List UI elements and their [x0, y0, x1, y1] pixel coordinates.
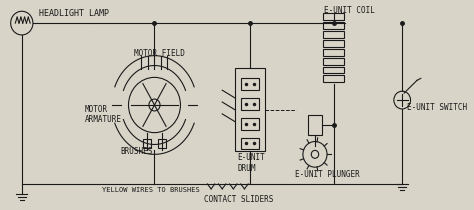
Bar — [323, 49, 344, 56]
Text: E-UNIT SWITCH: E-UNIT SWITCH — [407, 103, 467, 112]
Text: E-UNIT
DRUM: E-UNIT DRUM — [237, 153, 265, 173]
Bar — [323, 67, 344, 74]
Bar — [308, 115, 322, 135]
Text: E-UNIT COIL: E-UNIT COIL — [324, 6, 375, 15]
Bar — [323, 31, 344, 38]
Text: BRUSHES: BRUSHES — [120, 147, 153, 156]
Text: HEADLIGHT LAMP: HEADLIGHT LAMP — [38, 9, 109, 18]
Bar — [143, 139, 151, 148]
Text: MOTOR
ARMATURE: MOTOR ARMATURE — [85, 105, 122, 124]
Bar — [323, 13, 344, 20]
Bar — [323, 75, 344, 82]
Text: MOTOR FIELD: MOTOR FIELD — [134, 49, 185, 58]
Bar — [235, 68, 265, 151]
Text: CONTACT SLIDERS: CONTACT SLIDERS — [204, 195, 273, 204]
Text: E-UNIT PLUNGER: E-UNIT PLUNGER — [294, 170, 359, 179]
Bar — [323, 40, 344, 47]
Bar — [241, 138, 259, 149]
Text: YELLOW WIRES TO BRUSHES: YELLOW WIRES TO BRUSHES — [101, 187, 200, 193]
Bar — [158, 139, 165, 148]
Bar — [241, 78, 259, 90]
Bar — [323, 58, 344, 64]
Bar — [241, 118, 259, 130]
Bar — [323, 22, 344, 29]
Bar — [241, 98, 259, 110]
